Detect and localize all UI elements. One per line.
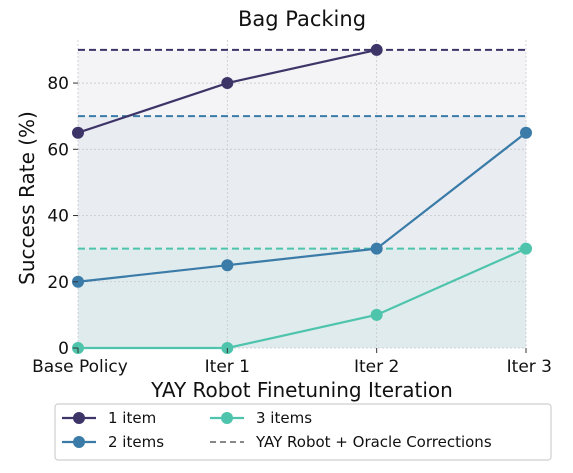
y-tick-label: 0 xyxy=(58,339,69,359)
band-2 xyxy=(78,116,526,348)
x-tick-label: Iter 2 xyxy=(354,357,399,377)
data-point xyxy=(520,242,532,255)
data-point xyxy=(72,126,84,139)
data-point xyxy=(370,43,383,56)
y-ticks: 0 20 40 60 80 xyxy=(47,74,78,359)
data-point xyxy=(370,308,383,321)
legend-label: 1 item xyxy=(108,409,156,427)
x-tick-label: Iter 1 xyxy=(205,357,250,377)
data-point xyxy=(520,126,532,139)
y-tick-label: 60 xyxy=(47,140,69,160)
series-line-2 xyxy=(77,131,527,283)
series-line-3 xyxy=(78,247,527,350)
x-axis-label: YAY Robot Finetuning Iteration xyxy=(150,378,453,402)
chart-title: Bag Packing xyxy=(238,7,366,31)
legend-marker xyxy=(73,436,85,448)
x-ticks: Base Policy Iter 1 Iter 2 Iter 3 xyxy=(32,348,552,377)
band-3 xyxy=(78,248,526,348)
y-axis-label: Success Rate (%) xyxy=(15,111,39,285)
legend-marker xyxy=(221,412,233,424)
shaded-bands xyxy=(78,49,526,348)
x-tick-label: Iter 3 xyxy=(507,357,552,377)
legend-box xyxy=(54,403,552,461)
legend-label: YAY Robot + Oracle Corrections xyxy=(255,433,492,451)
legend-label: 3 items xyxy=(256,409,312,427)
data-point xyxy=(221,77,234,90)
y-tick-label: 20 xyxy=(47,273,69,293)
x-tick-label: Base Policy xyxy=(32,357,128,377)
data-point xyxy=(221,259,234,272)
legend: 1 item 2 items 3 items YAY Robot + Oracle C… xyxy=(54,403,552,461)
legend-label: 2 items xyxy=(108,433,164,451)
band-1 xyxy=(78,49,526,348)
y-tick-label: 40 xyxy=(47,207,69,227)
grid xyxy=(77,40,527,349)
oracle-lines xyxy=(78,48,526,250)
series xyxy=(72,43,532,354)
data-point xyxy=(370,242,383,255)
y-tick-label: 80 xyxy=(47,74,69,94)
legend-marker xyxy=(73,412,85,424)
